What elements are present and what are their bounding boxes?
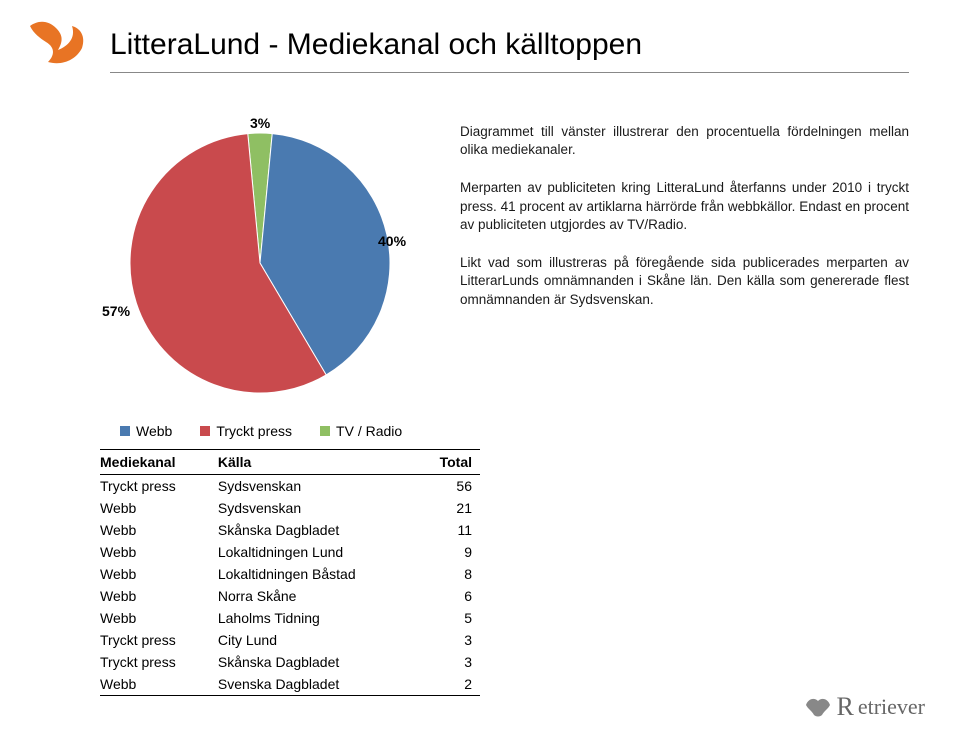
table-cell: Webb [100,519,218,541]
paragraph-1: Diagrammet till vänster illustrerar den … [460,123,909,159]
swatch-icon [120,426,130,436]
table-row: Tryckt pressCity Lund3 [100,629,480,651]
col-total: Total [423,450,480,475]
pie-chart [130,133,390,393]
legend-label: Webb [136,423,172,439]
table-cell: Webb [100,541,218,563]
pie-label-tryckt: 40% [378,233,406,249]
table-row: WebbLaholms Tidning5 [100,607,480,629]
table-cell: 6 [423,585,480,607]
paragraph-3: Likt vad som illustreras på föregående s… [460,254,909,309]
table-cell: 21 [423,497,480,519]
legend-label: TV / Radio [336,423,402,439]
pie-chart-region: 3% 40% 57% [100,113,430,393]
table-cell: Webb [100,563,218,585]
table-cell: 3 [423,651,480,673]
legend-item-tvradio: TV / Radio [320,423,402,439]
swatch-icon [320,426,330,436]
table-cell: Lokaltidningen Båstad [218,563,423,585]
table-row: WebbLokaltidningen Båstad8 [100,563,480,585]
footer-brand-text: etriever [858,694,925,720]
table-cell: Webb [100,497,218,519]
source-table: Mediekanal Källa Total Tryckt pressSydsv… [100,449,480,696]
table-cell: Sydsvenskan [218,497,423,519]
swatch-icon [200,426,210,436]
table-cell: 11 [423,519,480,541]
description-text: Diagrammet till vänster illustrerar den … [460,113,909,393]
table-cell: 2 [423,673,480,696]
table-cell: Tryckt press [100,475,218,498]
table-cell: Webb [100,607,218,629]
table-row: Tryckt pressSkånska Dagbladet3 [100,651,480,673]
table-cell: 8 [423,563,480,585]
retriever-logo: Retriever [804,692,925,722]
table-cell: Tryckt press [100,651,218,673]
table-row: WebbSkånska Dagbladet11 [100,519,480,541]
table-cell: Laholms Tidning [218,607,423,629]
bird-logo-icon [28,18,88,68]
pie-label-webb: 57% [102,303,130,319]
page-title: LitteraLund - Mediekanal och källtoppen [110,28,909,62]
pie-label-tvradio: 3% [250,115,270,131]
legend-item-webb: Webb [120,423,172,439]
table-cell: Tryckt press [100,629,218,651]
table-cell: City Lund [218,629,423,651]
table-cell: Svenska Dagbladet [218,673,423,696]
table-row: WebbSydsvenskan21 [100,497,480,519]
legend-label: Tryckt press [216,423,292,439]
dog-logo-icon [804,695,832,719]
col-mediekanal: Mediekanal [100,450,218,475]
legend-item-tryckt: Tryckt press [200,423,292,439]
table-cell: Webb [100,585,218,607]
table-row: Tryckt pressSydsvenskan56 [100,475,480,498]
table-cell: 3 [423,629,480,651]
table-cell: Norra Skåne [218,585,423,607]
table-cell: Webb [100,673,218,696]
paragraph-2: Merparten av publiciteten kring LitteraL… [460,179,909,234]
col-kalla: Källa [218,450,423,475]
table-cell: Sydsvenskan [218,475,423,498]
table-cell: Skånska Dagbladet [218,651,423,673]
table-row: WebbNorra Skåne6 [100,585,480,607]
table-cell: Lokaltidningen Lund [218,541,423,563]
chart-legend: Webb Tryckt press TV / Radio [0,393,959,449]
table-cell: 56 [423,475,480,498]
table-cell: 5 [423,607,480,629]
title-divider [110,72,909,73]
table-row: WebbSvenska Dagbladet2 [100,673,480,696]
table-cell: 9 [423,541,480,563]
table-cell: Skånska Dagbladet [218,519,423,541]
table-row: WebbLokaltidningen Lund9 [100,541,480,563]
